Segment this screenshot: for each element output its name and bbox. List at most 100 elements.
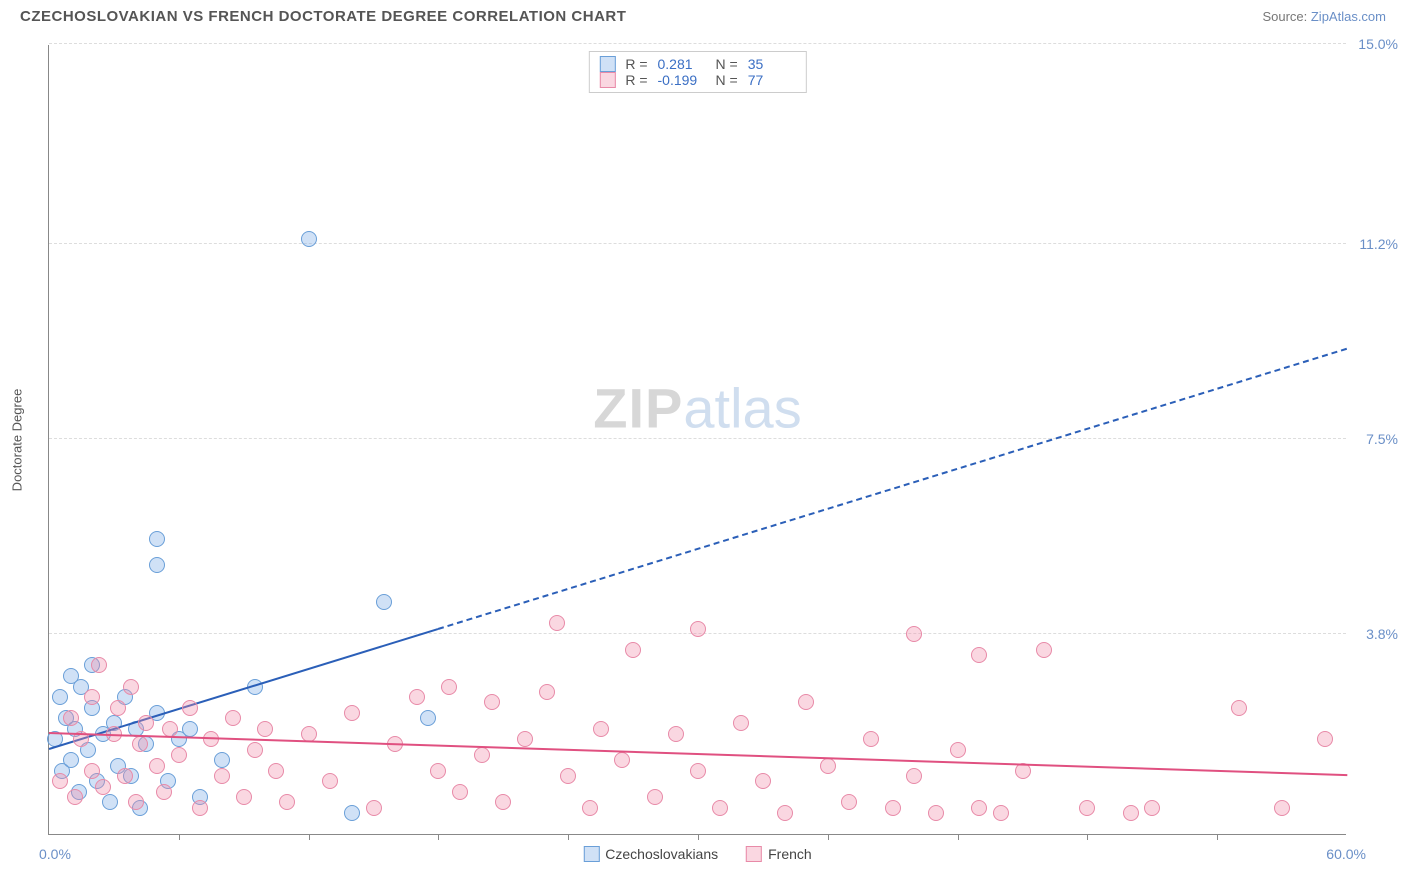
data-point: [247, 742, 263, 758]
data-point: [712, 800, 728, 816]
stats-legend-box: R = 0.281 N = 35 R = -0.199 N = 77: [588, 51, 806, 93]
data-point: [863, 731, 879, 747]
data-point: [63, 710, 79, 726]
n-value-series2: 77: [748, 72, 796, 88]
data-point: [182, 721, 198, 737]
data-point: [1036, 642, 1052, 658]
data-point: [668, 726, 684, 742]
data-point: [993, 805, 1009, 821]
data-point: [52, 773, 68, 789]
x-tick: [568, 834, 569, 840]
data-point: [495, 794, 511, 810]
legend-label-series1: Czechoslovakians: [605, 846, 718, 862]
data-point: [777, 805, 793, 821]
data-point: [117, 768, 133, 784]
n-value-series1: 35: [748, 56, 796, 72]
data-point: [171, 747, 187, 763]
trend-line: [438, 348, 1347, 630]
gridline: [49, 438, 1346, 439]
legend-swatch-series1: [583, 846, 599, 862]
x-axis-max-label: 60.0%: [1326, 846, 1366, 862]
gridline: [49, 243, 1346, 244]
data-point: [279, 794, 295, 810]
y-tick-label: 15.0%: [1358, 36, 1398, 52]
y-axis-title: Doctorate Degree: [10, 388, 25, 491]
bottom-legend: Czechoslovakians French: [583, 846, 811, 862]
x-tick: [1087, 834, 1088, 840]
data-point: [376, 594, 392, 610]
y-tick-label: 11.2%: [1359, 236, 1398, 252]
data-point: [95, 779, 111, 795]
data-point: [452, 784, 468, 800]
data-point: [268, 763, 284, 779]
data-point: [344, 705, 360, 721]
r-value-series2: -0.199: [658, 72, 706, 88]
legend-swatch-series1: [599, 56, 615, 72]
data-point: [149, 557, 165, 573]
legend-item-series2: French: [746, 846, 812, 862]
data-point: [593, 721, 609, 737]
data-point: [132, 736, 148, 752]
data-point: [885, 800, 901, 816]
data-point: [84, 763, 100, 779]
data-point: [625, 642, 641, 658]
data-point: [614, 752, 630, 768]
data-point: [156, 784, 172, 800]
data-point: [182, 700, 198, 716]
data-point: [474, 747, 490, 763]
data-point: [841, 794, 857, 810]
source-link[interactable]: ZipAtlas.com: [1311, 9, 1386, 24]
n-label: N =: [716, 72, 738, 88]
r-value-series1: 0.281: [658, 56, 706, 72]
data-point: [84, 689, 100, 705]
data-point: [52, 689, 68, 705]
r-label: R =: [625, 72, 647, 88]
data-point: [420, 710, 436, 726]
source-prefix: Source:: [1262, 9, 1310, 24]
data-point: [950, 742, 966, 758]
data-point: [128, 794, 144, 810]
data-point: [798, 694, 814, 710]
data-point: [138, 715, 154, 731]
data-point: [102, 794, 118, 810]
data-point: [690, 763, 706, 779]
data-point: [257, 721, 273, 737]
data-point: [1123, 805, 1139, 821]
watermark-part1: ZIP: [593, 376, 683, 439]
data-point: [91, 657, 107, 673]
data-point: [366, 800, 382, 816]
data-point: [549, 615, 565, 631]
data-point: [214, 752, 230, 768]
legend-swatch-series2: [599, 72, 615, 88]
x-axis-min-label: 0.0%: [39, 846, 71, 862]
y-tick-label: 7.5%: [1366, 431, 1398, 447]
data-point: [301, 231, 317, 247]
data-point: [484, 694, 500, 710]
data-point: [820, 758, 836, 774]
data-point: [441, 679, 457, 695]
stats-row-series1: R = 0.281 N = 35: [599, 56, 795, 72]
data-point: [906, 768, 922, 784]
data-point: [1317, 731, 1333, 747]
data-point: [1231, 700, 1247, 716]
data-point: [409, 689, 425, 705]
x-tick: [438, 834, 439, 840]
data-point: [236, 789, 252, 805]
watermark: ZIPatlas: [593, 375, 801, 440]
chart-title: CZECHOSLOVAKIAN VS FRENCH DOCTORATE DEGR…: [20, 8, 626, 25]
data-point: [63, 752, 79, 768]
data-point: [582, 800, 598, 816]
data-point: [162, 721, 178, 737]
data-point: [225, 710, 241, 726]
data-point: [1274, 800, 1290, 816]
source-attribution: Source: ZipAtlas.com: [1262, 9, 1386, 24]
data-point: [1079, 800, 1095, 816]
data-point: [214, 768, 230, 784]
data-point: [430, 763, 446, 779]
legend-label-series2: French: [768, 846, 812, 862]
data-point: [560, 768, 576, 784]
stats-row-series2: R = -0.199 N = 77: [599, 72, 795, 88]
data-point: [971, 647, 987, 663]
data-point: [149, 531, 165, 547]
data-point: [906, 626, 922, 642]
